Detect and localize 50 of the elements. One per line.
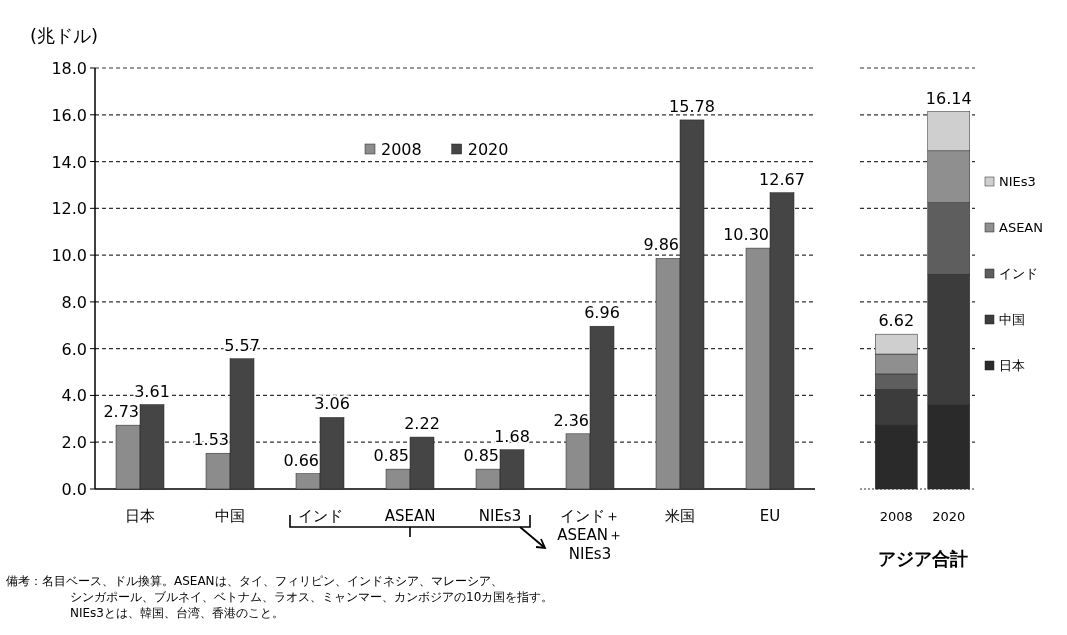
y-tick-label: 4.0 — [61, 386, 87, 406]
x-tick-label: EU — [759, 507, 781, 525]
legend-label: 日本 — [999, 358, 1025, 373]
x-tick-label: インド — [297, 507, 343, 525]
text: NIEs3とは、韓国、台湾、香港のこと。 — [70, 606, 284, 620]
x-tick-label: 米国 — [665, 507, 695, 525]
text: 備考：名目ベース、ドル換算。ASEANは、タイ、フィリピン、インドネシア、マレーシア、 — [6, 574, 503, 588]
data-label: 12.67 — [759, 169, 805, 189]
y-tick-label: 16.0 — [51, 105, 87, 125]
y-tick-label: 10.0 — [51, 246, 87, 266]
y-tick-label: 0.0 — [61, 480, 87, 499]
x-tick-label: 2020 — [932, 509, 966, 524]
data-label: 0.85 — [373, 446, 409, 466]
data-label: 5.57 — [224, 335, 260, 355]
x-tick-label: NIEs3 — [478, 507, 522, 525]
data-label: 15.78 — [669, 96, 715, 116]
y-tick-label: 8.0 — [61, 292, 87, 312]
data-label: 10.30 — [723, 225, 769, 245]
x-tick-label: 2008 — [879, 509, 913, 524]
y-tick-label: 12.0 — [51, 199, 87, 219]
text: シンガポール、ブルネイ、ベトナム、ラオス、ミャンマー、カンボジアの10カ国を指す。 — [70, 590, 554, 604]
data-label: 1.68 — [494, 426, 530, 446]
y-axis-title: (兆ドル) — [30, 25, 99, 46]
x-axis-title: アジア合計 — [877, 548, 968, 569]
y-tick-label: 14.0 — [51, 152, 87, 172]
legend-label: 中国 — [999, 312, 1025, 327]
total-label: 16.14 — [925, 88, 972, 108]
x-tick-label: インド＋ASEAN＋NIEs3 — [557, 507, 623, 563]
data-label: 0.66 — [283, 450, 319, 470]
data-label: 2.73 — [103, 402, 139, 422]
total-label: 6.62 — [878, 311, 915, 331]
data-label: 3.61 — [134, 381, 170, 401]
legend-label: NIEs3 — [999, 174, 1036, 189]
data-label: 0.85 — [463, 446, 499, 466]
data-label: 3.06 — [314, 394, 350, 414]
legend-label: インド — [999, 266, 1038, 281]
data-label: 1.53 — [193, 430, 229, 450]
data-label: 2.36 — [553, 410, 589, 430]
data-label: 9.86 — [643, 235, 679, 255]
x-tick-label: ASEAN — [384, 507, 436, 525]
y-tick-label: 2.0 — [61, 433, 87, 453]
legend-label: 2020 — [467, 140, 509, 159]
x-tick-label: 中国 — [215, 507, 245, 525]
legend-label: ASEAN — [999, 220, 1043, 235]
data-label: 6.96 — [584, 303, 620, 323]
y-tick-label: 6.0 — [61, 339, 87, 359]
legend-label: 2008 — [381, 140, 422, 159]
x-tick-label: 日本 — [125, 507, 155, 525]
data-label: 2.22 — [404, 414, 440, 434]
y-tick-label: 18.0 — [51, 59, 87, 78]
